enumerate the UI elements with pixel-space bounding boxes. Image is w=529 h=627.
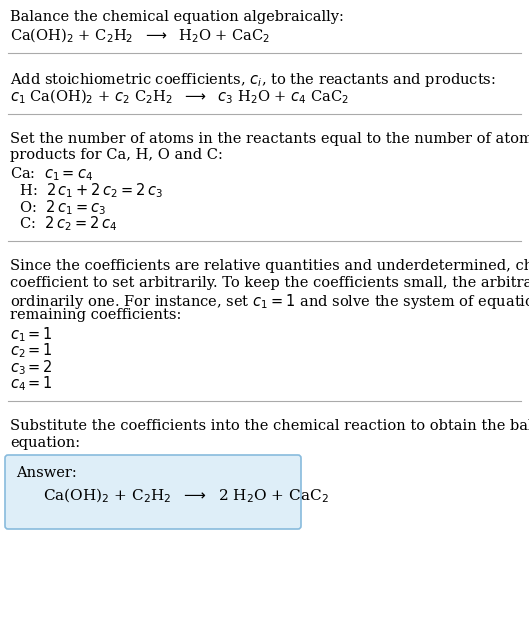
Text: Balance the chemical equation algebraically:: Balance the chemical equation algebraica… bbox=[10, 10, 344, 24]
Text: products for Ca, H, O and C:: products for Ca, H, O and C: bbox=[10, 149, 223, 162]
Text: remaining coefficients:: remaining coefficients: bbox=[10, 308, 181, 322]
Text: ordinarily one. For instance, set $c_1 = 1$ and solve the system of equations fo: ordinarily one. For instance, set $c_1 =… bbox=[10, 292, 529, 311]
Text: Add stoichiometric coefficients, $c_i$, to the reactants and products:: Add stoichiometric coefficients, $c_i$, … bbox=[10, 71, 496, 89]
Text: H:  $2\,c_1 + 2\,c_2 = 2\,c_3$: H: $2\,c_1 + 2\,c_2 = 2\,c_3$ bbox=[10, 181, 163, 200]
Text: Substitute the coefficients into the chemical reaction to obtain the balanced: Substitute the coefficients into the che… bbox=[10, 419, 529, 433]
Text: equation:: equation: bbox=[10, 436, 80, 450]
Text: Ca(OH)$_2$ + C$_2$H$_2$  $\longrightarrow$  2 H$_2$O + CaC$_2$: Ca(OH)$_2$ + C$_2$H$_2$ $\longrightarrow… bbox=[43, 487, 329, 505]
Text: $c_1 = 1$: $c_1 = 1$ bbox=[10, 325, 53, 344]
Text: $c_2 = 1$: $c_2 = 1$ bbox=[10, 342, 53, 360]
Text: Set the number of atoms in the reactants equal to the number of atoms in the: Set the number of atoms in the reactants… bbox=[10, 132, 529, 146]
Text: $c_1$ Ca(OH)$_2$ + $c_2$ C$_2$H$_2$  $\longrightarrow$  $c_3$ H$_2$O + $c_4$ CaC: $c_1$ Ca(OH)$_2$ + $c_2$ C$_2$H$_2$ $\lo… bbox=[10, 88, 349, 106]
Text: Ca(OH)$_2$ + C$_2$H$_2$  $\longrightarrow$  H$_2$O + CaC$_2$: Ca(OH)$_2$ + C$_2$H$_2$ $\longrightarrow… bbox=[10, 26, 270, 45]
Text: O:  $2\,c_1 = c_3$: O: $2\,c_1 = c_3$ bbox=[10, 198, 106, 217]
Text: Ca:  $c_1 = c_4$: Ca: $c_1 = c_4$ bbox=[10, 165, 93, 182]
Text: $c_3 = 2$: $c_3 = 2$ bbox=[10, 358, 53, 377]
Text: C:  $2\,c_2 = 2\,c_4$: C: $2\,c_2 = 2\,c_4$ bbox=[10, 214, 117, 233]
Text: coefficient to set arbitrarily. To keep the coefficients small, the arbitrary va: coefficient to set arbitrarily. To keep … bbox=[10, 275, 529, 290]
Text: $c_4 = 1$: $c_4 = 1$ bbox=[10, 374, 53, 393]
Text: Since the coefficients are relative quantities and underdetermined, choose a: Since the coefficients are relative quan… bbox=[10, 259, 529, 273]
Text: Answer:: Answer: bbox=[16, 466, 77, 480]
FancyBboxPatch shape bbox=[5, 455, 301, 529]
